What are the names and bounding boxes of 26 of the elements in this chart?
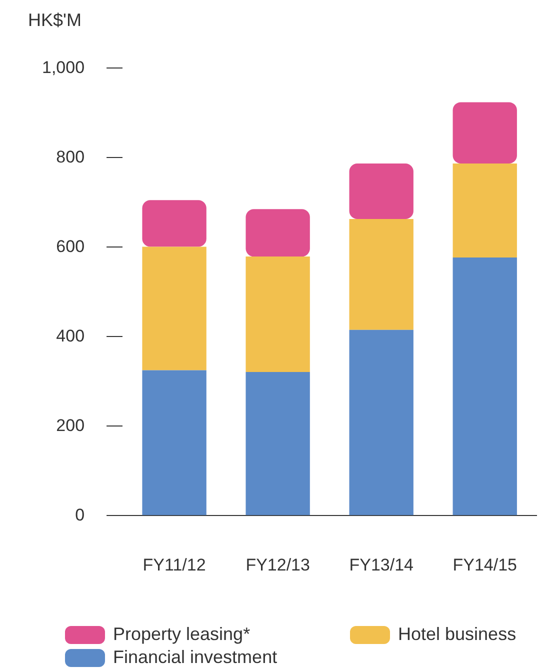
- bar: [452, 257, 517, 516]
- x-tick-label: FY12/13: [246, 555, 310, 574]
- bar: [246, 372, 310, 516]
- bar: [349, 163, 414, 219]
- y-tick-label: 1,000: [42, 58, 85, 77]
- x-tick-label: FY13/14: [349, 555, 414, 574]
- y-tick-label: 600: [56, 236, 85, 256]
- y-tick-label: 800: [56, 147, 85, 166]
- bar: [142, 246, 206, 370]
- bar: [142, 200, 206, 247]
- y-tick-label: 0: [75, 505, 85, 524]
- x-tick-label: FY11/12: [142, 555, 206, 574]
- legend-label: Property leasing*: [113, 624, 250, 645]
- y-tick-label: 400: [56, 326, 85, 346]
- bar: [349, 330, 414, 516]
- y-axis-title: HK$'M: [28, 10, 82, 31]
- legend-label: Financial investment: [113, 647, 278, 668]
- bar: [452, 163, 517, 258]
- x-tick-label: FY14/15: [452, 555, 517, 574]
- bar: [349, 218, 414, 330]
- y-tick-label: 200: [56, 416, 85, 435]
- bar: [142, 370, 206, 516]
- legend-label: Hotel business: [398, 624, 516, 645]
- bar: [246, 209, 310, 257]
- bar: [246, 256, 310, 372]
- bar: [452, 102, 517, 164]
